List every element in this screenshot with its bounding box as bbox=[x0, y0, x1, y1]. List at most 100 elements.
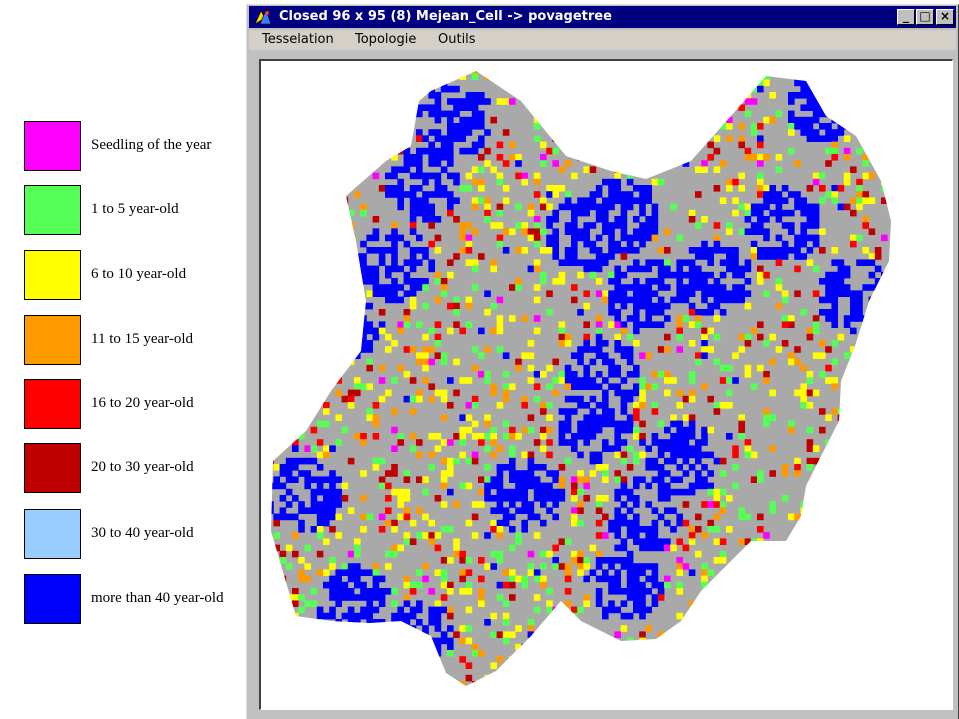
map-cell bbox=[583, 377, 590, 384]
map-cell bbox=[626, 445, 634, 452]
map-cell bbox=[633, 482, 640, 490]
map-cell bbox=[738, 650, 745, 657]
map-cell bbox=[912, 421, 919, 428]
map-canvas[interactable] bbox=[259, 59, 953, 710]
map-cell bbox=[626, 650, 634, 657]
map-cell bbox=[657, 470, 665, 477]
map-cell bbox=[657, 581, 665, 589]
map-cell bbox=[949, 228, 951, 235]
map-cell bbox=[633, 327, 640, 335]
map-cell bbox=[775, 284, 783, 291]
map-cell bbox=[602, 414, 609, 421]
map-cell bbox=[354, 687, 361, 694]
map-cell bbox=[651, 216, 659, 223]
map-cell bbox=[478, 371, 485, 378]
map-cell bbox=[843, 284, 851, 291]
map-cell bbox=[354, 340, 361, 347]
map-cell bbox=[335, 594, 342, 601]
map-cell bbox=[292, 588, 299, 595]
map-cell bbox=[416, 352, 423, 359]
map-cell bbox=[806, 371, 814, 378]
map-cell bbox=[391, 377, 398, 384]
map-cell bbox=[360, 594, 367, 601]
map-cell bbox=[869, 700, 876, 707]
map-cell bbox=[583, 476, 590, 483]
map-cell bbox=[626, 315, 634, 322]
map-cell bbox=[620, 116, 628, 124]
map-cell bbox=[701, 451, 708, 459]
map-cell bbox=[645, 234, 652, 242]
map-cell bbox=[323, 371, 330, 378]
map-cell bbox=[490, 662, 497, 669]
menu-outils[interactable]: Outils bbox=[438, 32, 476, 47]
map-cell bbox=[372, 327, 380, 335]
map-cell bbox=[831, 383, 838, 390]
map-cell bbox=[670, 203, 677, 211]
map-cell bbox=[812, 73, 820, 80]
map-cell bbox=[701, 284, 708, 291]
map-cell bbox=[763, 185, 770, 192]
map-cell bbox=[868, 321, 876, 328]
map-cell bbox=[800, 619, 807, 626]
map-cell bbox=[732, 284, 739, 291]
map-cell bbox=[285, 594, 293, 601]
map-cell bbox=[459, 439, 466, 446]
map-cell bbox=[651, 73, 659, 80]
map-cell bbox=[688, 414, 696, 421]
map-cell bbox=[651, 234, 659, 242]
map-cell bbox=[391, 265, 398, 273]
menu-topologie[interactable]: Topologie bbox=[355, 32, 417, 47]
map-cell bbox=[422, 346, 429, 353]
map-cell bbox=[509, 464, 516, 471]
map-cell bbox=[900, 607, 907, 614]
map-cell bbox=[806, 98, 814, 105]
maximize-button[interactable]: □ bbox=[916, 9, 934, 25]
map-cell bbox=[521, 482, 528, 490]
minimize-button[interactable]: _ bbox=[897, 9, 915, 25]
map-cell bbox=[657, 488, 665, 496]
map-cell bbox=[434, 445, 442, 452]
map-cell bbox=[688, 389, 696, 397]
map-cell bbox=[862, 439, 869, 446]
map-cell bbox=[608, 575, 615, 583]
title-bar[interactable]: Closed 96 x 95 (8) Mejean_Cell -> povage… bbox=[249, 6, 956, 28]
map-cell bbox=[378, 259, 386, 266]
map-cell bbox=[527, 340, 535, 347]
map-cell bbox=[558, 327, 566, 335]
map-cell bbox=[403, 594, 411, 601]
map-cell bbox=[887, 98, 891, 105]
map-cell bbox=[422, 358, 429, 366]
map-cell bbox=[676, 488, 683, 496]
map-cell bbox=[391, 408, 398, 415]
map-cell bbox=[713, 185, 721, 192]
menu-tesselation[interactable]: Tesselation bbox=[262, 32, 334, 47]
map-cell bbox=[447, 457, 454, 465]
map-cell bbox=[806, 247, 814, 254]
map-cell bbox=[837, 612, 845, 620]
map-cell bbox=[428, 222, 435, 229]
map-cell bbox=[453, 104, 460, 111]
map-cell bbox=[769, 209, 776, 217]
map-cell bbox=[360, 265, 367, 273]
map-cell bbox=[391, 240, 398, 248]
map-cell bbox=[664, 507, 671, 514]
map-cell bbox=[552, 476, 559, 483]
map-cell bbox=[335, 154, 342, 161]
map-cell bbox=[347, 110, 355, 118]
map-cell bbox=[397, 92, 404, 99]
map-cell bbox=[273, 333, 280, 341]
map-cell bbox=[639, 222, 646, 229]
map-cell bbox=[459, 433, 466, 440]
map-cell bbox=[862, 426, 869, 434]
map-cell bbox=[465, 588, 473, 595]
map-cell bbox=[757, 526, 764, 533]
map-cell bbox=[794, 61, 801, 68]
map-cell bbox=[329, 668, 336, 676]
close-button[interactable]: × bbox=[936, 9, 954, 25]
map-cell bbox=[608, 581, 615, 589]
map-cell bbox=[409, 278, 417, 285]
map-cell bbox=[850, 550, 857, 558]
map-cell bbox=[478, 135, 485, 142]
map-cell bbox=[943, 266, 950, 273]
map-cell bbox=[409, 247, 417, 254]
